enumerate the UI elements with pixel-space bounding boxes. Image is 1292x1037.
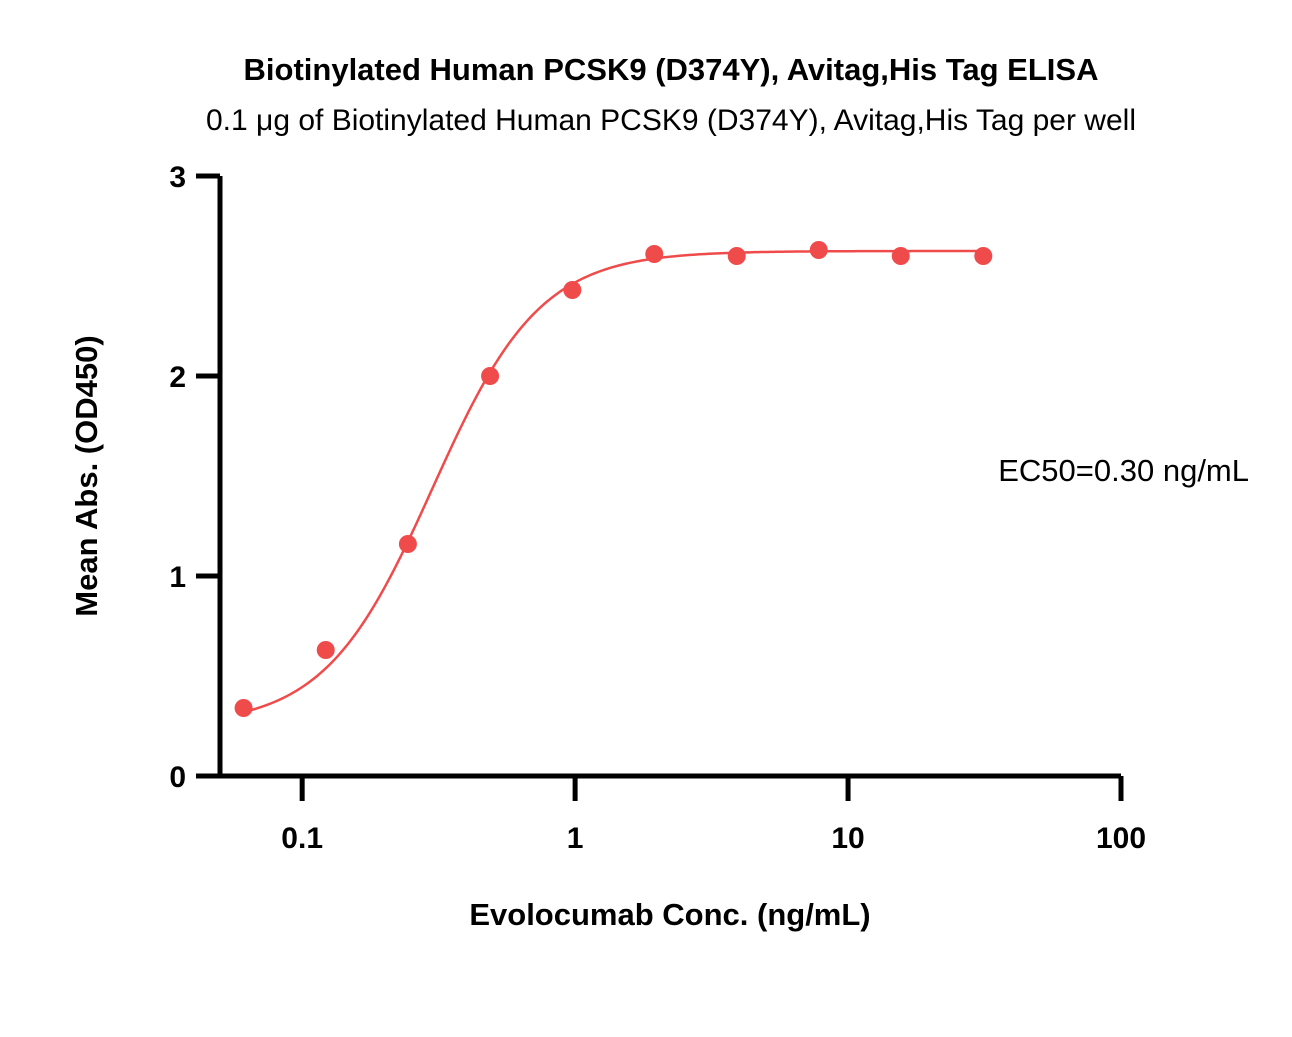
- plot-series: [234, 241, 993, 717]
- data-point: [316, 641, 335, 659]
- fit-curve: [243, 249, 984, 714]
- data-point: [974, 247, 993, 265]
- chart-title: Biotinylated Human PCSK9 (D374Y), Avitag…: [244, 52, 1099, 87]
- y-tick-label: 0: [169, 761, 186, 794]
- y-tick-label: 2: [169, 361, 186, 394]
- y-ticks: 0 1 2 3: [169, 161, 220, 794]
- data-point: [727, 247, 746, 265]
- y-tick-label: 3: [169, 161, 186, 194]
- data-point: [563, 281, 582, 299]
- data-point: [645, 245, 664, 263]
- x-tick-label: 10: [831, 822, 864, 855]
- axes: 0 1 2 3 0.1 1 10 100: [169, 161, 1146, 855]
- x-tick-label: 100: [1096, 822, 1146, 855]
- x-tick-label: 0.1: [281, 822, 323, 855]
- data-point: [234, 699, 253, 717]
- data-point: [809, 241, 828, 259]
- data-point: [891, 247, 910, 265]
- x-axis-label: Evolocumab Conc. (ng/mL): [469, 897, 870, 932]
- ec50-annotation: EC50=0.30 ng/mL: [998, 453, 1249, 488]
- data-point: [398, 535, 417, 553]
- x-tick-label: 1: [567, 822, 584, 855]
- y-axis-label: Mean Abs. (OD450): [69, 335, 104, 616]
- y-tick-label: 1: [169, 561, 186, 594]
- x-ticks: 0.1 1 10 100: [281, 776, 1146, 855]
- chart-subtitle: 0.1 μg of Biotinylated Human PCSK9 (D374…: [206, 104, 1136, 137]
- data-point: [481, 367, 500, 385]
